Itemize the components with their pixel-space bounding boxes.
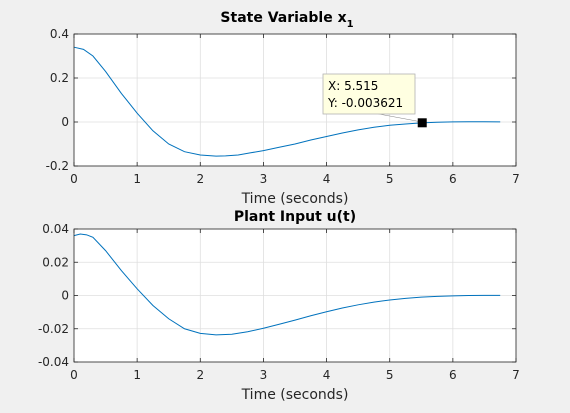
x-tick-label: 0 [70,368,78,382]
x-tick-label: 1 [133,172,141,186]
y-ticks-state-variable: -0.2 0 0.2 0.4 [46,27,516,173]
chart-title-state-variable: State Variable x1 [220,10,353,30]
chart-title-plant-input: Plant Input u(t) [234,209,356,225]
x-ticks-plant-input: 0 1 2 3 4 5 6 7 [70,229,520,382]
x-tick-label: 3 [260,368,268,382]
y-tick-label: 0.2 [50,71,69,85]
axes-plant-input: 0 1 2 3 4 5 6 7 -0.04 -0.02 0 0.02 0.04 Plant Input… [38,209,520,403]
plot-frame-state-variable [73,33,517,167]
y-ticks-plant-input: -0.04 -0.02 0 0.02 0.04 [38,222,516,369]
x-tick-label: 1 [133,368,141,382]
x-axis-label-plant-input: Time (seconds) [241,387,349,403]
x-tick-label: 3 [260,172,268,186]
plot-frame-plant-input [73,228,517,363]
datatip-y-value: Y: -0.003621 [327,96,403,110]
x-tick-label: 5 [386,368,394,382]
x-tick-label: 4 [323,172,331,186]
datatip-x-value: X: 5.515 [328,79,378,93]
datatip-box [322,73,416,115]
x-axis-label-state-variable: Time (seconds) [241,191,349,207]
x-tick-label: 2 [196,172,204,186]
y-tick-label: 0 [61,115,69,129]
x-tick-label: 6 [449,172,457,186]
y-tick-label: 0 [61,289,69,303]
x-tick-label: 2 [196,368,204,382]
x-tick-label: 0 [70,172,78,186]
x-tick-label: 7 [512,368,520,382]
y-tick-label: 0.4 [50,27,69,41]
x-tick-label: 7 [512,172,520,186]
y-tick-label: 0.04 [42,222,69,236]
y-tick-label: 0.02 [42,255,69,269]
x-tick-label: 6 [449,368,457,382]
series-line-plant-input [73,233,501,336]
x-tick-label: 4 [323,368,331,382]
x-tick-label: 5 [386,172,394,186]
datatip-marker[interactable] [417,118,427,128]
y-tick-label: -0.04 [38,355,69,369]
y-tick-label: -0.02 [38,322,69,336]
y-tick-label: -0.2 [46,159,69,173]
datatip[interactable]: X: 5.515 Y: -0.003621 [322,73,427,128]
plot-area-state-variable [74,34,516,166]
